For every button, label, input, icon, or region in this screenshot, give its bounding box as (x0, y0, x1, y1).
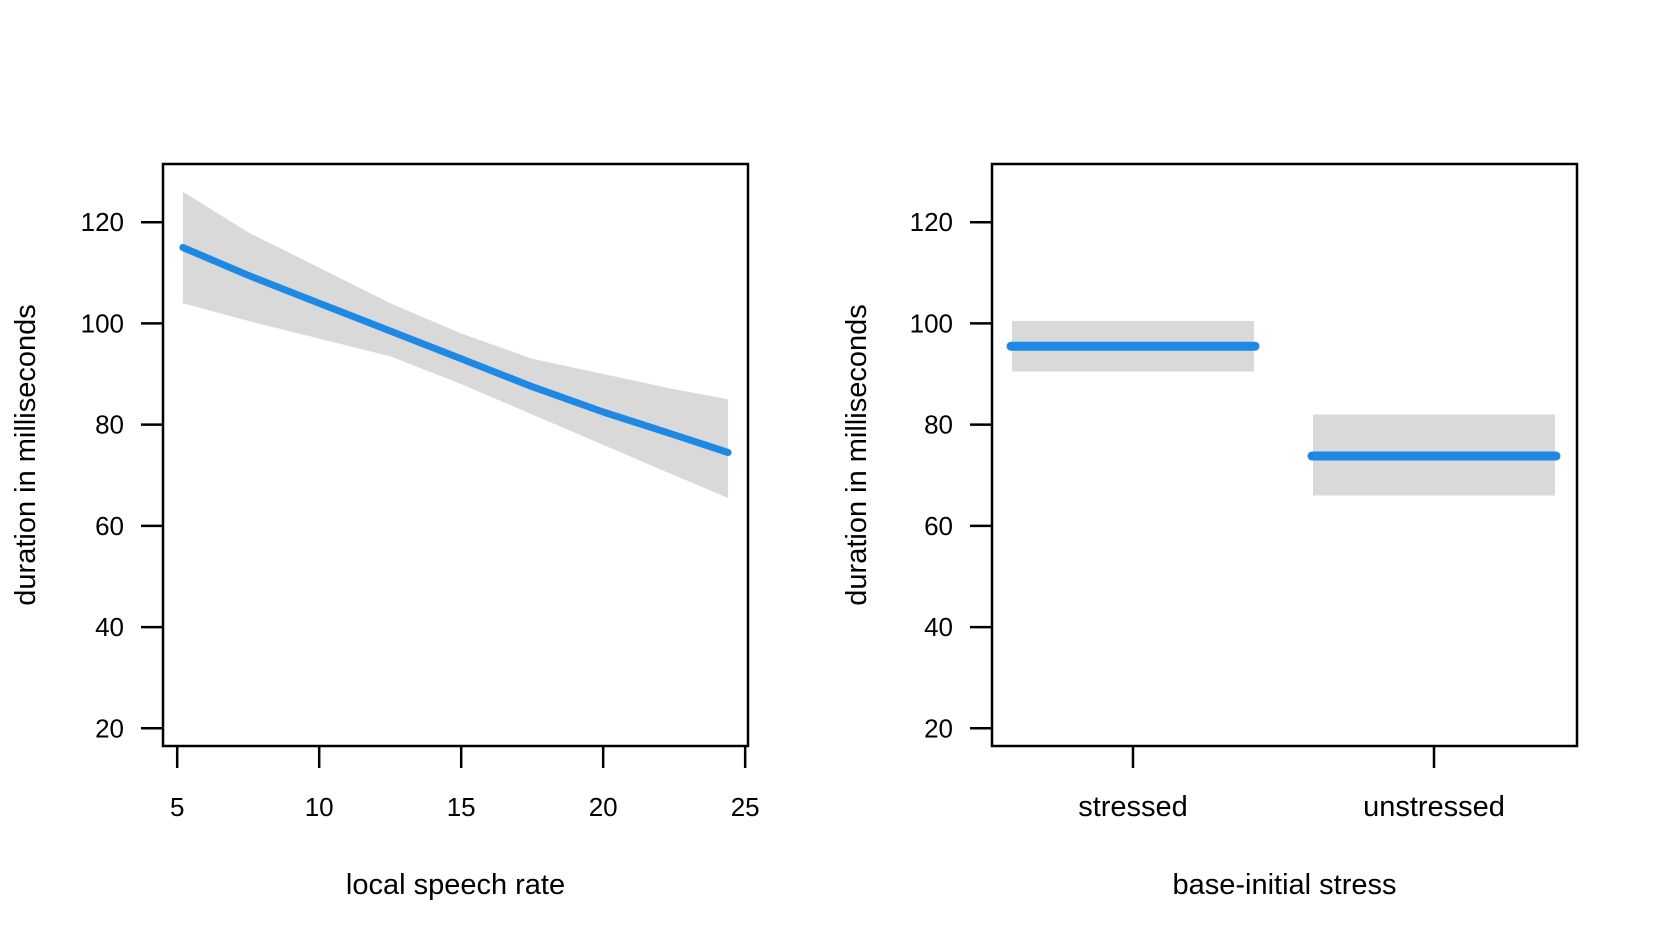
y-tick-label: 100 (81, 308, 124, 338)
y-tick-label: 20 (95, 713, 124, 743)
fit-line (179, 244, 732, 456)
y-axis-title: duration in milliseconds (841, 304, 873, 605)
y-tick-label: 120 (81, 207, 124, 237)
y-tick-label: 60 (95, 511, 124, 541)
y-tick-label: 40 (924, 612, 953, 642)
x-tick-label: 10 (305, 792, 334, 822)
y-tick-label: 60 (924, 511, 953, 541)
y-axis: 20 40 60 80 100 120 (910, 207, 992, 743)
panel-stress: 20 40 60 80 100 120 stressed unstressed base-i… (841, 162, 1579, 901)
y-tick-label: 100 (910, 308, 953, 338)
x-tick-label: 25 (731, 792, 760, 822)
x-axis: stressed unstressed (1078, 746, 1505, 823)
y-axis-title: duration in milliseconds (10, 304, 42, 605)
y-axis: 20 40 60 80 100 120 (81, 207, 163, 743)
x-axis-title: base-initial stress (1172, 869, 1396, 901)
y-tick-label: 80 (95, 410, 124, 440)
confidence-band (182, 191, 729, 499)
x-axis: 5 10 15 20 25 (170, 746, 760, 822)
y-tick-label: 80 (924, 410, 953, 440)
y-tick-label: 40 (95, 612, 124, 642)
plot-frame (161, 162, 750, 748)
panel-speech-rate: 20 40 60 80 100 120 5 10 15 20 25 local speech ra… (10, 162, 760, 901)
y-tick-label: 20 (924, 713, 953, 743)
y-tick-label: 120 (910, 207, 953, 237)
plot-frame (990, 162, 1579, 748)
category-label-stressed: stressed (1078, 791, 1188, 823)
x-axis-title: local speech rate (346, 869, 565, 901)
category-label-unstressed: unstressed (1363, 791, 1505, 823)
x-tick-label: 5 (170, 792, 184, 822)
estimate-lines (1006, 341, 1561, 461)
x-tick-label: 20 (589, 792, 618, 822)
x-tick-label: 15 (447, 792, 476, 822)
